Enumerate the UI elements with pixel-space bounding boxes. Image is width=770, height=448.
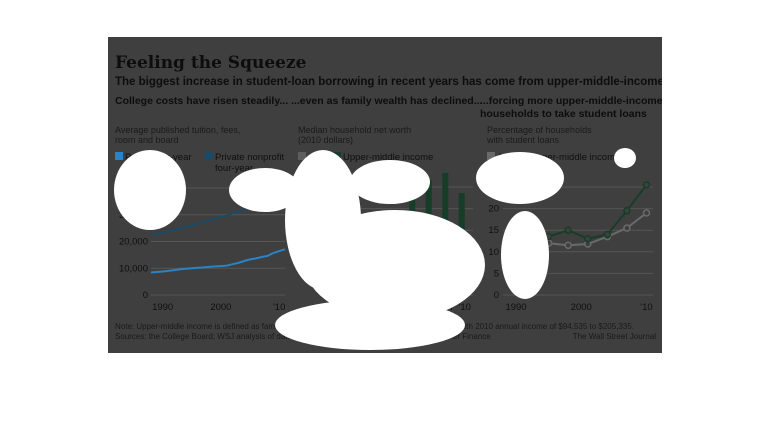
x-tick-label: '95 [376,302,388,313]
bar-all [431,272,438,295]
bar-upper-middle [458,193,465,295]
data-point [564,241,572,250]
legend-label: All [497,152,508,163]
x-tick-label: 1990 [505,302,526,313]
y-tick-label: 20 [488,204,499,215]
x-tick-label: 2000 [210,302,231,313]
y-tick-label: 15 [488,225,499,236]
x-tick-label: 2000 [571,302,592,313]
x-tick-label: '10 [640,302,652,313]
x-tick-label: '98 [393,302,405,313]
data-point [525,243,533,252]
bar-upper-middle [392,212,399,295]
chart-heading: ...forcing more upper-middle-income [480,95,662,107]
x-tick-label: '10 [459,302,471,313]
chart-heading: ...even as family wealth has declined... [291,95,482,107]
legend-swatch [115,152,123,160]
data-point [642,181,651,189]
legend-label: Upper-middle income [530,152,620,163]
series-line-private [150,190,286,236]
figure-note: Note: Upper-middle income is defined as … [115,322,634,331]
x-tick-label: '01 [409,302,421,313]
y-tick-label: 400,000 [304,204,338,215]
y-tick-label: 0 [333,290,338,301]
legend-swatch [520,152,528,160]
bar-all [448,268,455,295]
bar-all [365,278,372,295]
data-point [544,232,553,241]
bar-all [464,277,471,295]
x-tick-label: '10 [273,302,285,313]
axis-title: Median household net worth [298,125,411,135]
figure-subtitle: The biggest increase in student-loan bor… [115,76,662,88]
bar-upper-middle [425,180,432,295]
axis-title: with student loans [486,135,560,145]
x-tick-label: '92 [360,302,372,313]
y-tick-label: 0 [494,290,499,301]
chart-student-loans: ...forcing more upper-middle-incomehouse… [480,95,662,313]
legend-label: Public four-year [125,152,192,163]
legend-label: in-state [125,163,156,174]
axis-title: room and board [115,135,179,145]
x-tick-label: 1990 [152,302,173,313]
y-tick-label: 5 [494,268,499,279]
y-tick-label: 200,000 [304,247,338,258]
data-point [544,239,553,247]
chart-heading: households to take student loans [480,108,647,120]
bar-all [382,277,389,295]
data-point [623,224,631,232]
figure-panel: Feeling the Squeeze The biggest increase… [108,37,662,353]
data-point [623,207,631,215]
axis-title: (2010 dollars) [298,135,353,145]
legend-label: Private nonprofit [215,152,285,163]
bar-upper-middle [442,172,449,295]
bar-upper-middle [409,190,416,295]
series-line-public [150,248,286,274]
y-tick-label: 10,000 [119,263,148,274]
axis-title: Percentage of households [487,125,592,135]
data-point [505,256,514,265]
bar-all [415,272,422,295]
legend-label: All [308,152,319,163]
figure-svg: Feeling the Squeeze The biggest increase… [114,53,662,341]
bar-upper-middle [343,216,350,295]
y-tick-label: 300,000 [304,225,338,236]
legend-swatch [205,152,213,160]
y-tick-label: $40,000 [114,183,148,194]
figure-credit: The Wall Street Journal [573,332,657,341]
y-tick-label: 30,000 [119,210,148,221]
x-tick-label: '07 [442,302,454,313]
y-tick-label: 20,000 [119,237,148,248]
x-tick-label: '04 [426,302,438,313]
axis-title: Average published tuition, fees, [115,125,240,135]
data-point [584,235,592,243]
bar-upper-middle [376,235,383,295]
bar-all [398,274,405,295]
bar-upper-middle [359,233,366,295]
legend-swatch [333,152,341,160]
figure-title: Feeling the Squeeze [115,53,307,73]
legend-swatch [298,152,306,160]
bar-all [349,277,356,295]
data-point [642,209,651,217]
legend-label: Upper-middle income [343,152,433,163]
chart-net-worth: ...even as family wealth has declined...… [291,95,482,313]
data-point [603,230,612,239]
y-tick-label: 0 [143,290,148,301]
y-tick-label: 25% [480,182,500,193]
x-tick-label: '89 [343,302,355,313]
y-tick-label: $500,000 [298,182,338,193]
legend-swatch [487,152,495,160]
legend-label: four-year [215,163,253,174]
y-tick-label: 10 [488,247,499,258]
figure-sources: Sources: the College Board; WSJ analysis… [115,332,491,341]
y-tick-label: 100,000 [304,268,338,279]
chart-college-costs: College costs have risen steadily... Aver… [114,95,289,313]
data-point [564,226,572,234]
chart-heading: College costs have risen steadily... [115,95,288,107]
